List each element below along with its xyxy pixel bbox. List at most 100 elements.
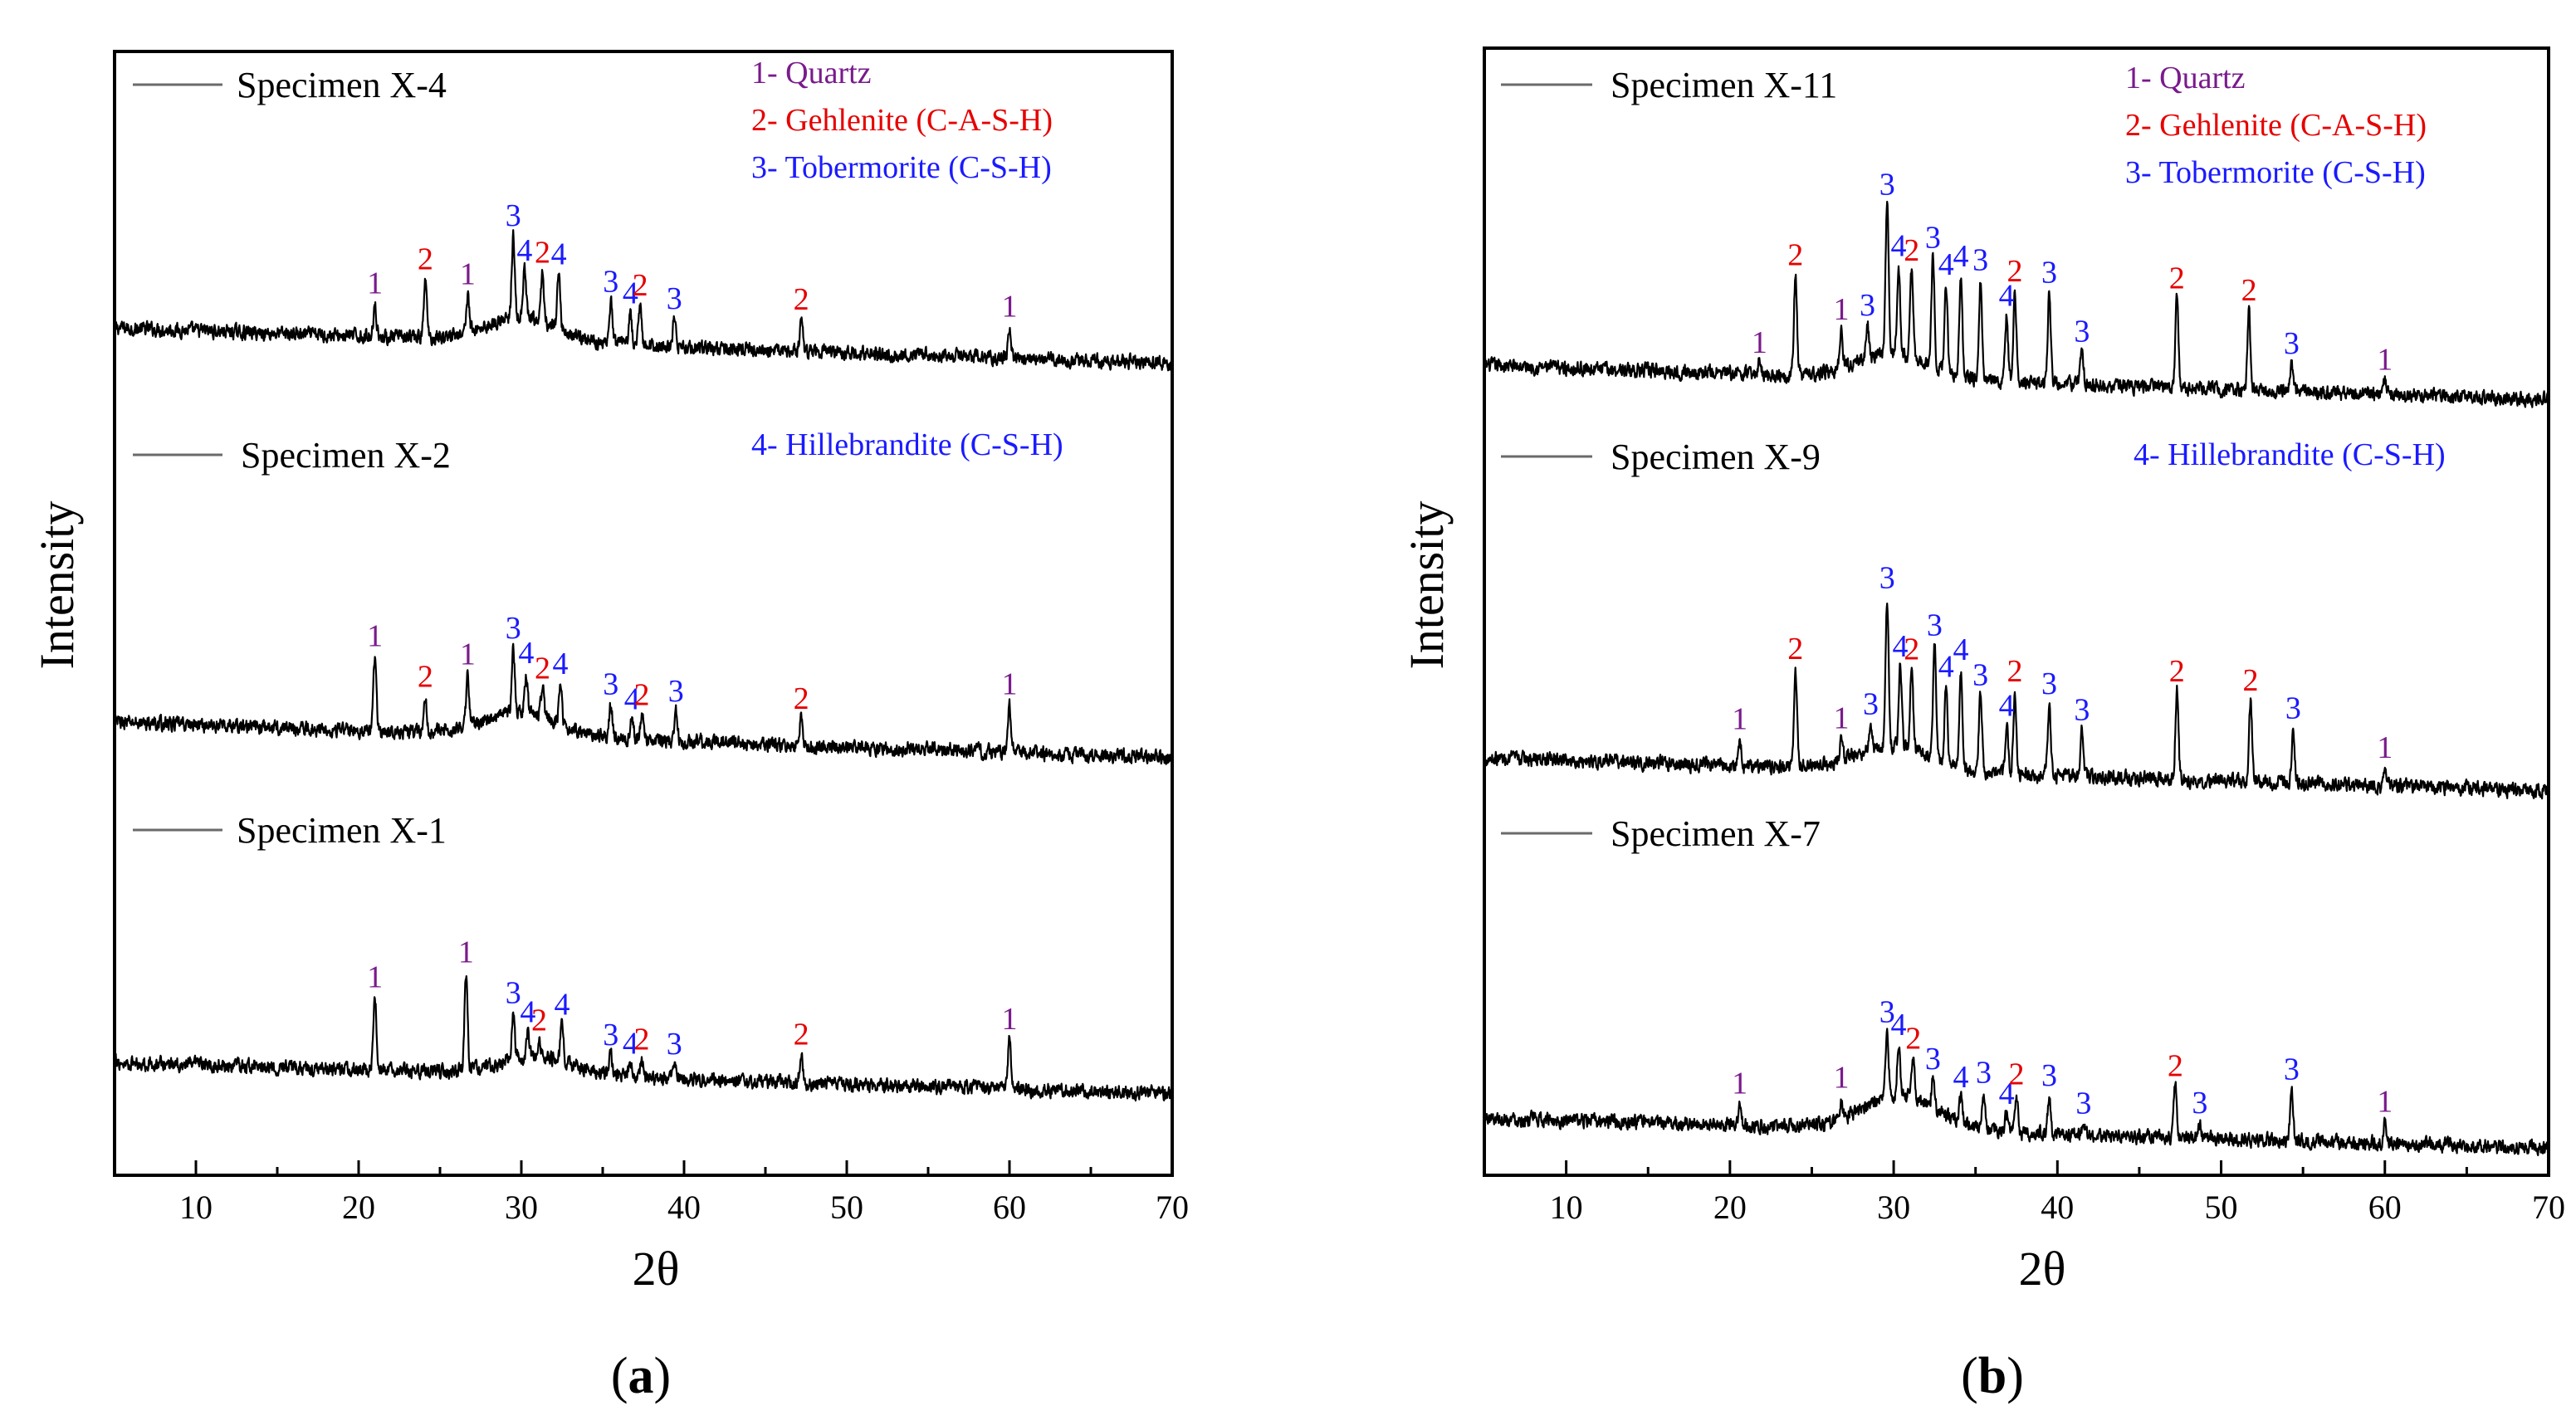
peak-label-a-0-0: 1 — [367, 266, 383, 301]
trace-specimen-x-9 — [1484, 603, 2550, 800]
x-axis-label-a: 2θ — [633, 1242, 680, 1296]
peak-label-a-1-9: 2 — [634, 677, 650, 712]
peak-label-b-2-4: 2 — [1905, 1021, 1921, 1056]
peak-label-a-1-4: 4 — [518, 636, 534, 671]
series-name-x2: Specimen X-2 — [241, 435, 451, 476]
peak-label-b-1-9: 4 — [1953, 632, 1968, 667]
peak-label-a-1-6: 4 — [553, 647, 569, 681]
peak-label-b-1-8: 4 — [1938, 649, 1954, 684]
peak-label-a-0-6: 4 — [551, 237, 567, 271]
key-b-quartz: 1- Quartz — [2125, 61, 2246, 95]
x-tick-label-70: 70 — [2532, 1189, 2565, 1226]
peak-label-a-2-10: 2 — [794, 1018, 809, 1052]
peak-label-b-0-5: 4 — [1890, 229, 1906, 264]
peak-label-b-2-3: 4 — [1890, 1008, 1906, 1042]
panel-b-phase-key: 1- Quartz 2- Gehlenite (C-A-S-H) 3- Tobe… — [2125, 61, 2446, 472]
peak-label-b-0-18: 1 — [2377, 343, 2393, 378]
panel-a-x-ticks — [113, 1160, 1174, 1175]
peak-label-a-0-9: 2 — [633, 268, 648, 303]
panel-b-legend: Specimen X-11 Specimen X-9 Specimen X-7 — [1501, 65, 1837, 854]
trace-specimen-x-2 — [113, 642, 1174, 765]
peak-label-b-1-13: 3 — [2041, 666, 2057, 701]
peak-label-b-2-2: 3 — [1879, 995, 1895, 1030]
peak-label-b-0-8: 4 — [1938, 247, 1954, 282]
peak-label-b-1-16: 2 — [2243, 663, 2259, 698]
panel-a-frame — [113, 50, 1174, 1177]
trace-specimen-x-4 — [113, 229, 1174, 372]
peak-label-a-2-1: 1 — [458, 935, 474, 969]
peak-label-b-1-14: 3 — [2074, 692, 2090, 727]
panel-b-x-tick-labels: 10 20 30 40 50 60 70 — [1550, 1189, 2565, 1226]
peak-label-b-0-6: 2 — [1904, 233, 1919, 268]
peak-label-b-1-3: 3 — [1863, 687, 1879, 722]
peak-label-b-1-15: 2 — [2169, 654, 2185, 689]
peak-label-b-2-10: 3 — [2041, 1058, 2057, 1093]
peak-label-a-2-3: 4 — [520, 995, 535, 1030]
panel-a-phase-key: 1- Quartz 2- Gehlenite (C-A-S-H) 3- Tobe… — [751, 56, 1063, 462]
x-tick-label-40: 40 — [2041, 1189, 2074, 1226]
peak-label-a-0-4: 4 — [516, 233, 532, 268]
peak-label-b-0-4: 3 — [1879, 167, 1895, 202]
peak-label-b-0-12: 2 — [2007, 254, 2023, 289]
key-a-quartz: 1- Quartz — [751, 56, 872, 90]
panel-a-x-tick-labels: 10 20 30 40 50 60 70 — [179, 1189, 1189, 1226]
series-name-x4: Specimen X-4 — [237, 65, 447, 105]
peak-label-b-2-8: 4 — [1999, 1076, 2015, 1111]
peak-label-b-2-15: 1 — [2377, 1084, 2393, 1119]
peak-label-b-1-10: 3 — [1972, 658, 1988, 693]
peak-label-a-2-5: 4 — [555, 987, 570, 1022]
peak-label-b-2-1: 1 — [1833, 1061, 1849, 1096]
peak-label-a-0-3: 3 — [506, 198, 521, 233]
peak-label-a-1-1: 2 — [418, 660, 433, 695]
peak-label-a-0-10: 3 — [667, 281, 682, 316]
peak-label-b-2-14: 3 — [2284, 1052, 2300, 1086]
peak-label-b-2-13: 3 — [2192, 1086, 2207, 1120]
key-a-gehlenite: 2- Gehlenite (C-A-S-H) — [751, 103, 1053, 138]
peak-label-a-1-11: 2 — [794, 681, 809, 716]
x-tick-label-10: 10 — [179, 1189, 213, 1226]
key-b-hillebrandite: 4- Hillebrandite (C-S-H) — [2134, 437, 2446, 472]
peak-label-b-0-9: 4 — [1953, 239, 1968, 274]
peak-label-a-0-11: 2 — [794, 282, 809, 317]
peak-label-b-2-12: 2 — [2168, 1048, 2183, 1083]
series-name-x9: Specimen X-9 — [1611, 437, 1821, 477]
trace-specimen-x-11 — [1483, 200, 2550, 408]
peak-label-a-1-8: 4 — [624, 682, 640, 717]
peak-label-a-2-8: 2 — [634, 1023, 650, 1057]
peak-label-b-1-17: 3 — [2285, 691, 2301, 725]
peak-label-b-1-0: 1 — [1732, 702, 1747, 737]
peak-label-a-0-8: 4 — [623, 276, 638, 311]
peak-label-b-0-13: 3 — [2041, 255, 2057, 290]
x-tick-label-20: 20 — [1713, 1189, 1747, 1226]
trace-specimen-x-7 — [1483, 1028, 2550, 1156]
peak-label-a-2-11: 1 — [1002, 1002, 1018, 1037]
panel-b-frame — [1483, 46, 2550, 1177]
y-axis-label-b: Intensity — [1400, 501, 1454, 670]
peak-label-a-1-5: 2 — [535, 652, 550, 686]
trace-specimen-x-1 — [114, 975, 1173, 1102]
peak-label-a-1-0: 1 — [367, 619, 383, 654]
key-a-hillebrandite: 4- Hillebrandite (C-S-H) — [751, 427, 1063, 462]
panel-a-legend: Specimen X-4 Specimen X-2 Specimen X-1 — [133, 65, 451, 851]
peak-label-a-2-9: 3 — [667, 1027, 682, 1062]
panel-b-x-ticks — [1483, 1160, 2550, 1175]
peak-label-b-0-15: 2 — [2169, 261, 2185, 295]
series-name-x11: Specimen X-11 — [1611, 65, 1837, 105]
peak-label-a-0-2: 1 — [460, 257, 476, 292]
peak-label-a-1-7: 3 — [603, 667, 618, 702]
panel-letter-a: a — [628, 1348, 654, 1404]
panel-b-traces — [1483, 200, 2550, 1156]
x-tick-label-60: 60 — [993, 1189, 1026, 1226]
panel-label-b: (b) — [1961, 1348, 2024, 1404]
peak-label-a-1-3: 3 — [506, 611, 521, 646]
peak-label-a-0-5: 2 — [535, 236, 550, 271]
key-b-gehlenite: 2- Gehlenite (C-A-S-H) — [2125, 108, 2427, 143]
panel-letter-b: b — [1978, 1348, 2007, 1404]
peak-label-b-2-7: 3 — [1976, 1055, 1992, 1090]
peak-label-b-1-2: 1 — [1833, 701, 1849, 735]
peak-label-b-1-5: 4 — [1892, 629, 1908, 664]
peak-label-a-2-4: 2 — [531, 1003, 547, 1037]
